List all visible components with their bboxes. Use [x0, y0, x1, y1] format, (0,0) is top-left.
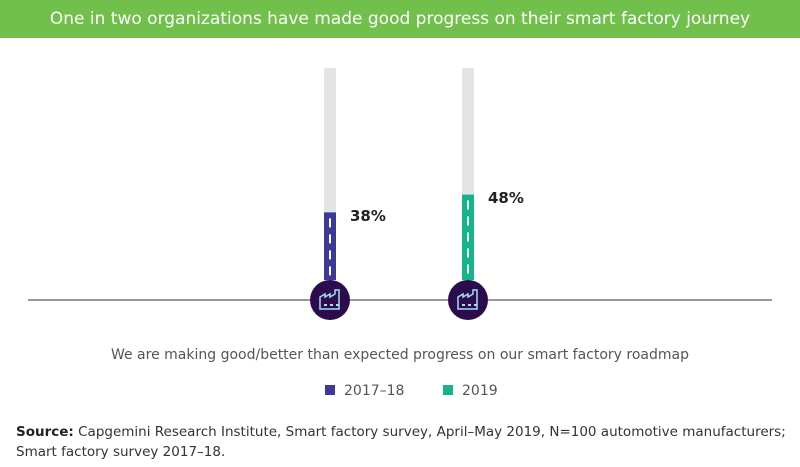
- chart: One in two organizations have made good …: [0, 0, 800, 399]
- source-note: Source: Capgemini Research Institute, Sm…: [16, 422, 786, 462]
- bar: [324, 212, 336, 280]
- factory-icon: [457, 289, 478, 310]
- legend-label: 2019: [462, 383, 498, 399]
- factory-icon-bg: [448, 280, 488, 320]
- source-text: Capgemini Research Institute, Smart fact…: [16, 424, 786, 460]
- subtitle: We are making good/better than expected …: [111, 347, 689, 363]
- chart-title: One in two organizations have made good …: [50, 9, 750, 29]
- legend-label: 2017–18: [344, 383, 404, 399]
- legend-swatch: [443, 385, 453, 395]
- value-label: 38%: [350, 207, 386, 225]
- legend-swatch: [325, 385, 335, 395]
- factory-icon: [319, 289, 340, 310]
- value-label: 48%: [488, 189, 524, 207]
- factory-icon-bg: [310, 280, 350, 320]
- source-label: Source:: [16, 424, 74, 440]
- title-bar: [0, 0, 800, 38]
